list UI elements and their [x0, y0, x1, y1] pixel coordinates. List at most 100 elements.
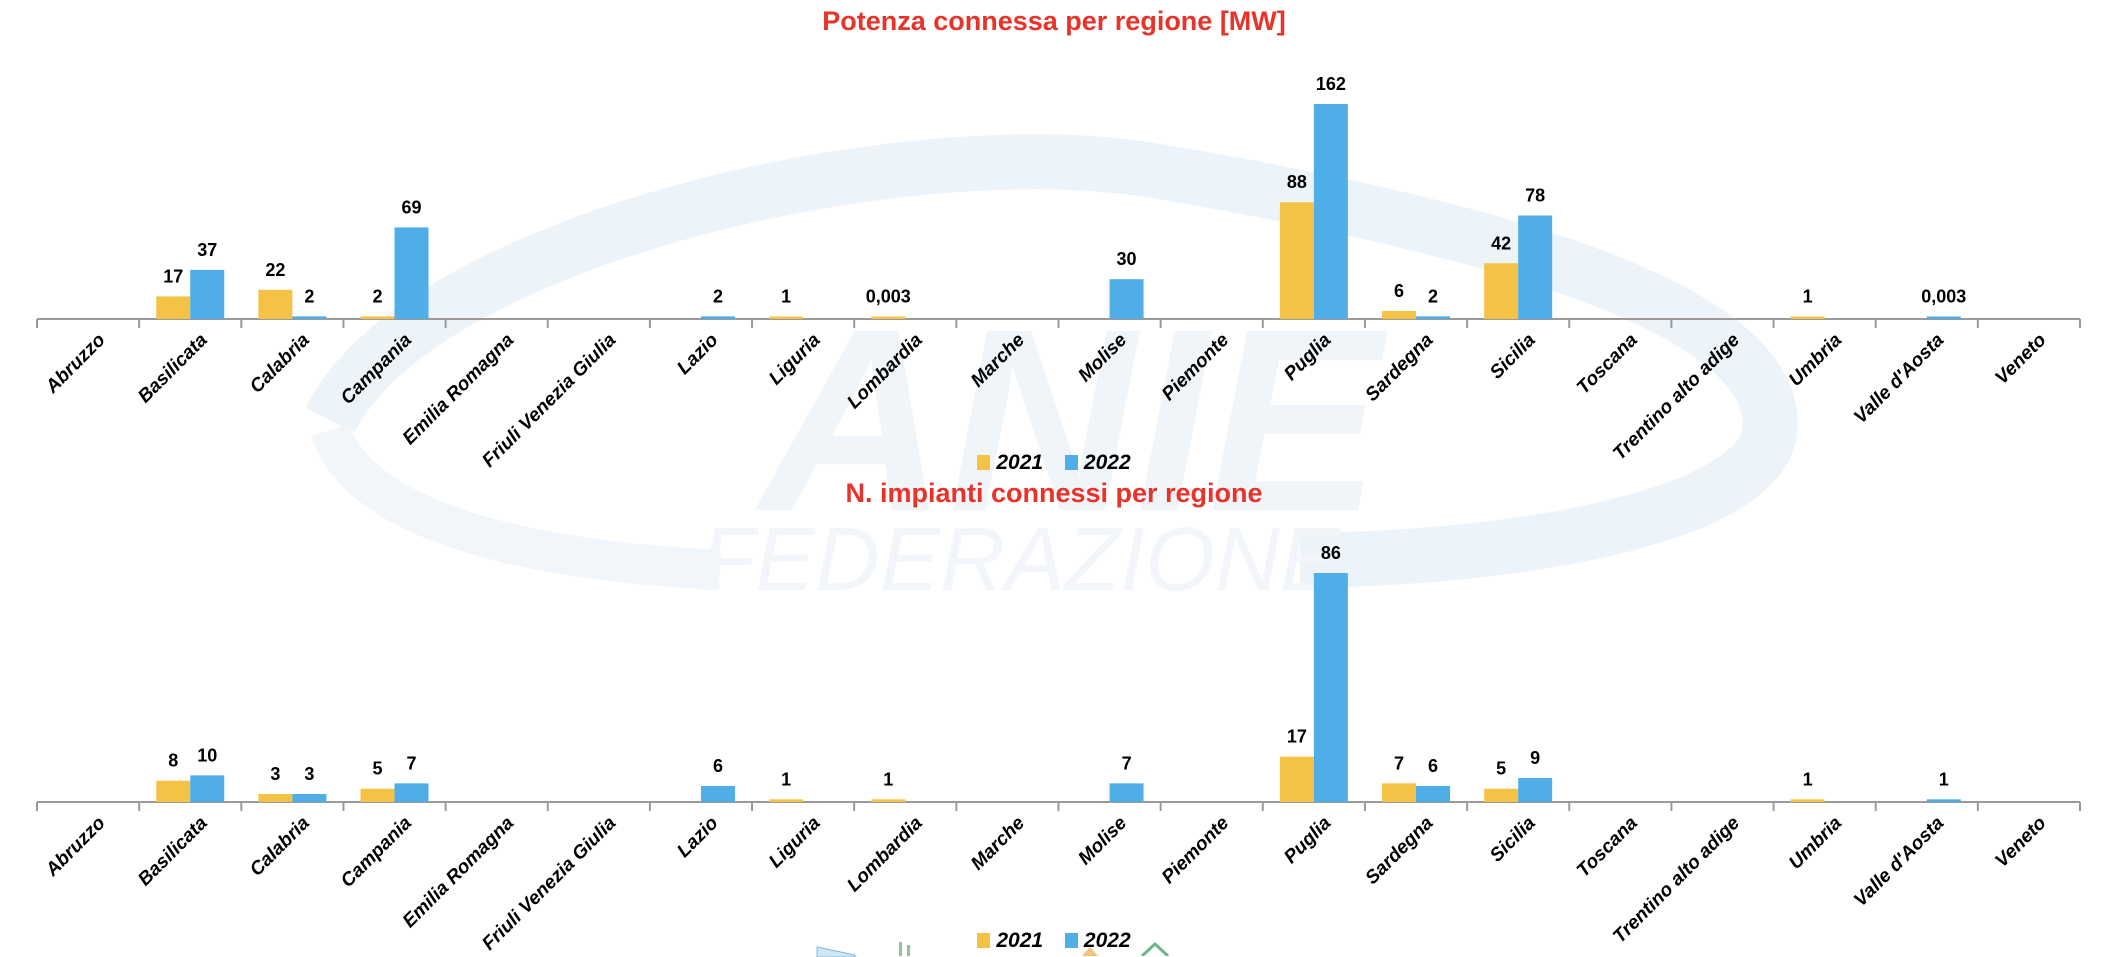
legend-swatch-2022 — [1064, 455, 1078, 470]
bar-2021-campania — [360, 316, 395, 319]
data-label: 0,003 — [866, 287, 911, 307]
data-label: 88 — [1287, 172, 1307, 192]
data-label: 5 — [373, 759, 383, 779]
data-label: 1 — [781, 287, 791, 307]
wind-turbine-icon — [899, 942, 910, 956]
data-label: 1 — [1803, 287, 1813, 307]
x-tick-label: Veneto — [1991, 813, 2050, 872]
legend-plants: 2021 2022 — [0, 929, 2108, 953]
legend-swatch-2021 — [977, 455, 991, 470]
svg-text:FEDERAZIONE: FEDERAZIONE — [700, 510, 1341, 610]
data-label: 37 — [197, 240, 217, 260]
x-tick-label: Puglia — [1280, 329, 1335, 384]
bar-2022-molise — [1109, 783, 1144, 802]
x-tick-label: Calabria — [246, 329, 314, 397]
x-tick-label: Valle d'Aosta — [1850, 812, 1948, 910]
bar-2021-calabria — [258, 794, 293, 802]
bar-chart-power: Abruzzo Basilicata1737Calabria222Campania… — [36, 74, 2081, 470]
data-label: 6 — [713, 756, 723, 776]
x-tick-label: Emilia Romagna — [399, 812, 519, 932]
x-tick-label: Basilicata — [134, 329, 212, 407]
bar-2021-umbria — [1790, 799, 1825, 802]
data-label: 1 — [1803, 769, 1813, 789]
bar-2021-umbria — [1790, 316, 1825, 319]
x-tick-label: Puglia — [1280, 812, 1335, 867]
x-tick-label: Sardegna — [1361, 329, 1437, 405]
x-tick-label: Lazio — [673, 813, 722, 862]
data-label: 78 — [1525, 185, 1545, 205]
solar-panel-icon — [816, 946, 856, 957]
data-label: 86 — [1321, 543, 1341, 563]
bar-2021-calabria — [258, 289, 293, 319]
bar-2022-sicilia — [1518, 778, 1553, 802]
data-label: 30 — [1117, 249, 1137, 269]
data-label: 2 — [713, 286, 723, 306]
x-tick-label: Marche — [967, 329, 1029, 391]
data-label: 2 — [373, 286, 383, 306]
legend-label-2022: 2022 — [1083, 929, 1131, 952]
bar-2022-puglia — [1313, 573, 1348, 802]
data-label: 1 — [1939, 769, 1949, 789]
x-tick-label: Sicilia — [1486, 329, 1540, 383]
x-tick-label: Toscana — [1573, 812, 1642, 881]
bar-2022-campania — [394, 783, 429, 802]
data-label: 8 — [168, 751, 178, 771]
bar-2022-campania — [394, 227, 429, 319]
x-tick-label: Emilia Romagna — [399, 329, 519, 449]
x-tick-label: Campania — [337, 812, 416, 891]
bar-2022-calabria — [292, 794, 327, 802]
legend-item-2021: 2021 — [977, 451, 1043, 475]
bar-2021-campania — [360, 788, 395, 802]
data-label: 9 — [1530, 748, 1540, 768]
x-tick-label: Abruzzo — [41, 330, 110, 399]
bar-2021-basilicata — [156, 296, 191, 319]
data-label: 17 — [163, 266, 183, 286]
house-icon — [1082, 947, 1098, 956]
bar-2022-sicilia — [1518, 215, 1553, 319]
x-tick-label: Lombardia — [843, 812, 927, 896]
bar-2022-lazio — [700, 316, 735, 319]
x-tick-label: Liguria — [765, 812, 825, 872]
data-label: 17 — [1287, 727, 1307, 747]
legend-label-2021: 2021 — [996, 451, 1044, 474]
bar-2021-puglia — [1279, 202, 1314, 319]
bar-2022-calabria — [292, 316, 327, 319]
x-tick-label: Abruzzo — [41, 813, 110, 882]
bar-2022-basilicata — [190, 269, 225, 319]
data-label: 2 — [304, 286, 314, 306]
data-label: 7 — [407, 753, 417, 773]
x-tick-label: Piemonte — [1158, 329, 1234, 405]
data-label: 6 — [1428, 756, 1438, 776]
x-tick-label: Valle d'Aosta — [1850, 329, 1948, 427]
x-tick-label: Basilicata — [134, 812, 212, 890]
data-label: 2 — [1428, 286, 1438, 306]
bar-2021-sicilia — [1484, 263, 1519, 319]
x-tick-label: Sicilia — [1486, 812, 1540, 866]
legend-label-2021: 2021 — [996, 929, 1044, 952]
data-label: 0,003 — [1921, 287, 1966, 307]
x-tick-label: Piemonte — [1158, 812, 1234, 888]
data-label: 162 — [1316, 74, 1346, 94]
bar-2022-valle-d-aosta — [1926, 799, 1961, 802]
bar-2021-sardegna — [1382, 783, 1417, 802]
bar-2021-liguria — [769, 799, 804, 802]
home-energy-icon — [1140, 942, 1170, 956]
x-tick-label: Umbria — [1785, 329, 1846, 390]
bar-2021-sicilia — [1484, 788, 1519, 802]
bar-2021-basilicata — [156, 780, 191, 802]
legend-item-2022: 2022 — [1064, 451, 1131, 475]
x-tick-label: Calabria — [246, 812, 314, 880]
x-tick-label: Sardegna — [1361, 812, 1437, 888]
data-label: 3 — [304, 764, 314, 784]
data-label: 1 — [781, 769, 791, 789]
x-tick-label: Molise — [1074, 329, 1131, 386]
bar-2022-lazio — [700, 786, 735, 802]
data-label: 10 — [197, 745, 217, 765]
bar-2022-sardegna — [1416, 316, 1451, 319]
bar-2021-liguria — [769, 316, 804, 319]
chart-title-power: Potenza connessa per regione [MW] — [822, 6, 1286, 36]
bar-2022-valle-d-aosta — [1926, 316, 1961, 319]
legend-power: 2021 2022 — [0, 451, 2108, 475]
legend-label-2022: 2022 — [1083, 451, 1131, 474]
